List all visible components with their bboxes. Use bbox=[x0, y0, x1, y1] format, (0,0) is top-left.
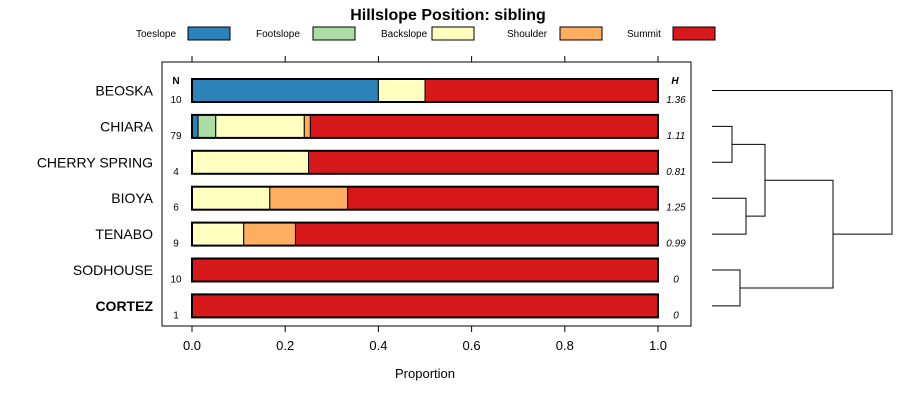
chart-title: Hillslope Position: sibling bbox=[350, 7, 546, 24]
legend: Toeslope Footslope Backslope Shoulder Summit bbox=[136, 26, 716, 41]
bar-outline bbox=[191, 78, 659, 103]
bar-segment-summit bbox=[191, 258, 659, 282]
bar-segment-summit bbox=[309, 114, 659, 139]
category-label: SODHOUSE bbox=[73, 262, 153, 278]
h-value: 0 bbox=[673, 310, 679, 321]
n-value: 4 bbox=[173, 167, 179, 178]
h-value: 1.11 bbox=[667, 131, 686, 142]
bar-segment-backslope bbox=[191, 222, 245, 247]
legend-swatch bbox=[431, 26, 475, 41]
x-tick-label: 0.6 bbox=[463, 338, 481, 353]
h-header: H bbox=[671, 76, 679, 87]
bar-segment-summit bbox=[424, 78, 659, 103]
bar-segment-footslope bbox=[197, 114, 217, 139]
x-tick-label: 0.0 bbox=[183, 338, 201, 353]
legend-label: Backslope bbox=[381, 29, 428, 40]
category-label: BIOYA bbox=[111, 190, 153, 206]
x-axis: 0.0 0.2 0.4 0.6 0.8 1.0 bbox=[183, 56, 667, 353]
x-tick-label: 0.2 bbox=[276, 338, 294, 353]
legend-label: Summit bbox=[627, 29, 661, 40]
bar-segment-summit bbox=[191, 293, 659, 318]
bar-segment-shoulder bbox=[269, 186, 349, 211]
bar-segment-summit bbox=[308, 150, 659, 175]
x-axis-title: Proportion bbox=[395, 366, 455, 381]
dendrogram-branch bbox=[712, 269, 741, 307]
n-value: 10 bbox=[170, 275, 182, 286]
bar-outline bbox=[191, 221, 659, 247]
x-tick-label: 0.4 bbox=[369, 338, 387, 353]
legend-label: Footslope bbox=[256, 29, 300, 40]
x-tick-label: 1.0 bbox=[649, 338, 667, 353]
h-value: 1.36 bbox=[666, 95, 686, 106]
legend-swatch bbox=[187, 26, 231, 41]
bar-segment-toeslope bbox=[191, 78, 379, 103]
panel-frame bbox=[161, 61, 692, 327]
bar-segment-summit bbox=[294, 222, 659, 247]
legend-swatch bbox=[559, 26, 603, 41]
category-label: CORTEZ bbox=[95, 298, 153, 314]
h-value: 0.81 bbox=[666, 167, 685, 178]
n-value: 6 bbox=[173, 203, 179, 214]
dendrogram-branch bbox=[740, 179, 834, 289]
x-tick-label: 0.8 bbox=[556, 338, 574, 353]
n-value: 10 bbox=[170, 95, 182, 106]
n-header: N bbox=[172, 76, 179, 87]
h-value: 0.99 bbox=[666, 239, 686, 250]
legend-swatch bbox=[672, 26, 716, 41]
dendrogram-branch bbox=[712, 125, 733, 163]
n-value: 9 bbox=[173, 239, 179, 250]
legend-label: Toeslope bbox=[136, 29, 176, 40]
bar-outline bbox=[191, 257, 659, 283]
bar-segment-backslope bbox=[191, 186, 271, 211]
dendrogram-branch bbox=[712, 90, 893, 235]
legend-swatch bbox=[312, 26, 356, 41]
bar-segment-summit bbox=[347, 186, 659, 211]
bar-segment-backslope bbox=[191, 150, 309, 175]
bar-segment-backslope bbox=[215, 114, 305, 139]
category-label: TENABO bbox=[95, 226, 153, 242]
category-label: CHERRY SPRING bbox=[37, 154, 153, 170]
category-label: CHIARA bbox=[100, 118, 154, 134]
bar-outline bbox=[191, 113, 659, 139]
category-label: BEOSKA bbox=[95, 83, 153, 99]
legend-label: Shoulder bbox=[507, 29, 548, 40]
dendrogram-branch bbox=[712, 197, 747, 235]
bar-segment-shoulder bbox=[243, 222, 296, 247]
bar-segment-shoulder bbox=[303, 114, 311, 139]
n-value: 79 bbox=[170, 131, 182, 142]
h-value: 1.25 bbox=[666, 203, 686, 214]
bar-outline bbox=[191, 185, 659, 211]
h-value: 0 bbox=[673, 275, 679, 286]
dendrogram bbox=[712, 90, 893, 307]
dendrogram-branch bbox=[732, 143, 766, 217]
bar-outline bbox=[191, 293, 659, 319]
n-value: 1 bbox=[173, 310, 179, 321]
bar-outline bbox=[191, 149, 659, 175]
bar-segment-backslope bbox=[377, 78, 426, 103]
